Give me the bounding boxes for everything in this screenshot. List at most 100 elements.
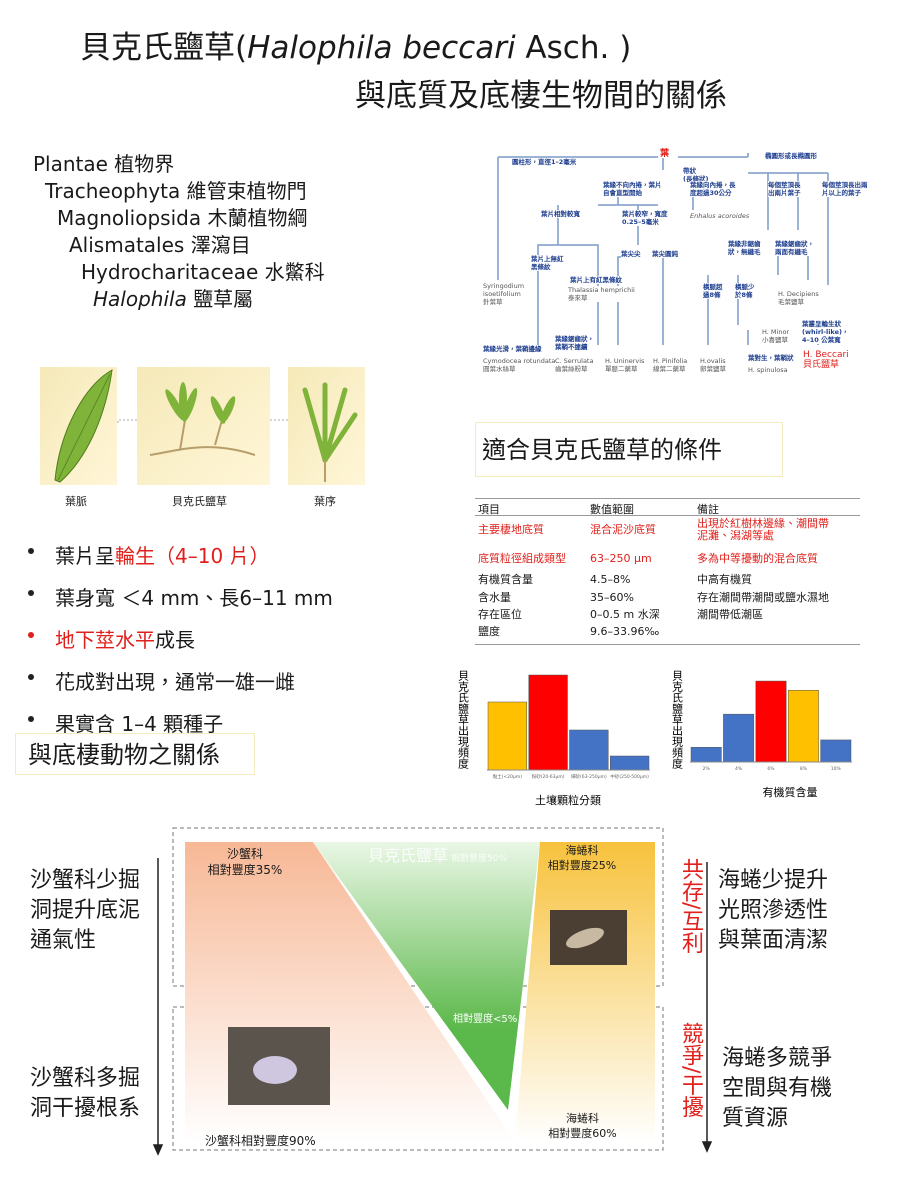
taxon: Plantae 植物界 [33,152,175,176]
table-cell: 存在潮間帶潮間或鹽水濕地 [697,591,829,604]
key-node: 葉叢呈輪生狀 (whirl-like)， 4–10 公葉寬 [802,320,849,344]
table-cell: 主要棲地底質 [478,523,544,536]
title-line-1: 貝克氏鹽草(Halophila beccari Asch. ) [80,22,631,67]
relation: 共存/互利 [678,858,703,954]
table-cell: 35–60% [590,591,634,604]
x-axis-title: 土壤顆粒分類 [535,793,601,807]
crab-bottom: 沙蟹科相對豐度90% [205,1134,316,1148]
table-cell: 9.6–33.96‰ [590,625,660,638]
image-caption: 葉序 [314,495,336,508]
seagrass-zone [313,842,540,1110]
genus-name: Halophila [93,287,187,311]
bullet-text: 輪生（4–10 片） [115,544,270,568]
genus-rest: 鹽草屬 [186,287,254,311]
key-node: 葉緣鋸齒狀， 兩面有縫毛 [775,240,814,256]
bar [610,755,650,771]
table-cell: 潮間帶低潮區 [697,608,763,621]
fauna-text: 海蜷科 [565,844,599,857]
plant-stem [149,419,256,456]
bullet-text: 成長 [155,628,195,652]
key-node: 葉 [660,149,670,159]
key-node: 圓柱形，直徑1–2毫米 [512,158,577,166]
bar [820,739,852,763]
key-node: Thalassia hemprichii 泰來草 [568,286,635,302]
bullet: 地下莖水平成長 [55,624,195,653]
fauna-diagram [152,827,713,1156]
bullet-text: 地下莖水平 [55,628,155,652]
plant-leaves [165,382,236,424]
fauna-text: 相對豐度25% [547,859,617,872]
x-tick-label: 4% [735,766,743,772]
title-line-2: 與底質及底棲生物間的關係 [355,78,727,114]
bullet-dot [28,674,34,680]
crab-shape [253,1056,297,1084]
bar [569,729,609,771]
bar [723,713,755,763]
taxon: Alismatales 澤瀉目 [69,233,251,257]
key-node: H. Beccari 貝氏鹽草 [803,350,849,370]
key-node: 葉片上無紅 黑條紋 [531,255,564,271]
seagrass-low: 相對豐度<5% [453,1014,518,1025]
key-node: 橫脈少 於8條 [735,283,755,299]
bullet-dot [28,716,34,722]
x-tick-label: 8% [800,766,808,772]
bullet-dot [28,590,34,596]
key-node: 葉尖圓鈍 [652,250,678,258]
key-node: H. spinulosa [748,366,788,374]
bullet: 葉身寬 ＜4 mm、長6–11 mm [55,582,333,611]
connector [117,419,288,425]
key-node: 葉尖尖 [621,250,641,258]
fauna-text: 沙蟹科多掘 [30,1066,141,1091]
table-cell: 混合泥沙底質 [590,523,656,536]
bar [787,689,819,763]
y-axis-title: 貝克氏鹽草出現頻度 [457,670,470,770]
fauna-text: 相對豐度35% [207,863,283,877]
section-heading: 適合貝克氏鹽草的條件 [475,422,783,477]
fauna-text: 沙蟹科 [226,847,263,861]
fauna-text: 空間與有機 [722,1076,833,1101]
title-species: Halophila beccari [247,30,516,66]
y-axis-title: 貝克氏鹽草出現頻度 [671,670,684,770]
title-text: 貝克氏鹽草( [80,30,248,66]
x-tick-label: 2% [703,766,711,772]
x-tick-label: 10% [831,766,842,772]
title-text: Asch. ) [515,30,632,66]
table-cell: 底質粒徑組成類型 [478,552,566,565]
key-node: 葉緣不向內捲，葉片 自會直型開始 [603,181,662,197]
key-node: H. Decipiens 毛葉鹽草 [778,290,819,306]
fauna-text: 沙蟹科少掘 [30,868,141,893]
key-node: Cymodocea rotundata 圓葉水絲草 [483,357,556,373]
key-node: 葉片相對較寬 [541,210,580,218]
x-tick-label: 粉砂(20-63μm) [532,773,565,780]
leaf-vein [57,373,111,481]
bullet-text: 葉片呈 [55,544,115,568]
x-tick-label: 中砂(250-500μm) [610,773,649,780]
fauna-text: 海蜷科 [566,1112,599,1125]
table-header: 數值範圍 [590,503,634,516]
bar [487,701,527,771]
fauna-text: 洞提升底泥 [30,898,141,923]
table-cell: 出現於紅樹林邊緣、潮間帶 泥灘、潟湖等處 [697,517,829,542]
bullet-text: 葉身寬 ＜4 mm、長6–11 mm [55,586,333,610]
key-node: Enhalus acoroides [690,212,750,220]
taxon: Magnoliopsida 木蘭植物綱 [57,206,308,230]
taxon: Tracheophyta 維管束植物門 [45,179,307,203]
x-tick-label: 細砂(63-250μm) [571,773,607,780]
bullet-text: 花成對出現，通常一雄一雌 [55,670,295,694]
table-cell: 0–0.5 m 水深 [590,608,660,621]
fauna-text: 海蜷少提升 [718,868,829,893]
table-cell: 存在區位 [478,608,522,621]
bullet: 花成對出現，通常一雄一雌 [55,666,295,695]
x-tick-label: 6% [767,766,775,772]
bullet: 果實含 1–4 顆種子 [55,708,223,737]
key-node: Syringodium isoetifolium 針葉草 [483,282,525,306]
bullet: 葉片呈輪生（4–10 片） [55,540,270,569]
seagrass-share: 相對豐度50% [451,854,508,864]
table-cell: 63–250 μm [590,552,652,565]
image-plant [137,367,270,485]
snail-shape [566,927,604,949]
key-node: 橢圓形或長橢圓形 [765,152,817,160]
seagrass-name: 貝克氏鹽草 [368,846,449,865]
fauna-text: 通氣性 [30,928,97,953]
fauna-text: 光照滲透性 [718,898,829,923]
